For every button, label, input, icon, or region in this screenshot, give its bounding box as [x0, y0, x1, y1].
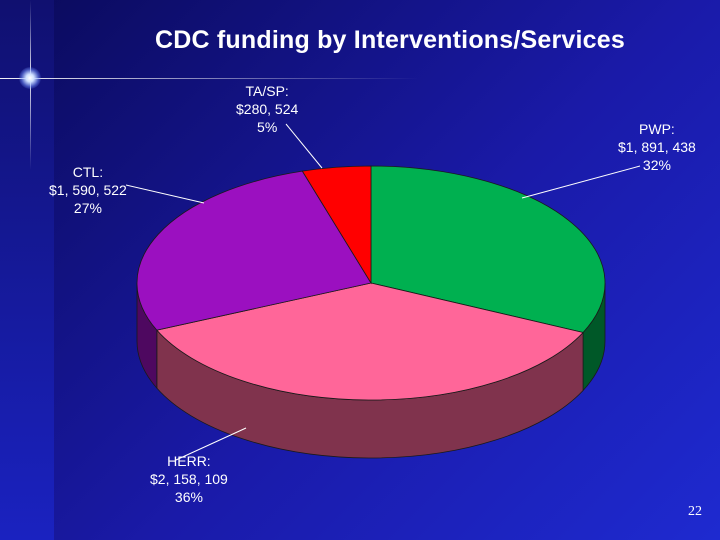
pie-slice-ctl	[136, 170, 372, 331]
star-icon	[19, 67, 41, 89]
label-herr: HERR: $2, 158, 109 36%	[150, 452, 228, 506]
label-pwp: PWP: $1, 891, 438 32%	[618, 120, 696, 174]
label-ctl: CTL: $1, 590, 522 27%	[49, 163, 127, 217]
pie-slice-pwp	[370, 165, 606, 333]
label-ctl-percent: 27%	[73, 200, 102, 216]
leader-line-pwp	[521, 165, 641, 199]
label-herr-name: HERR:	[167, 453, 211, 469]
label-herr-percent: 36%	[174, 489, 203, 505]
leader-line-herr	[175, 427, 247, 461]
label-pwp-name: PWP:	[639, 121, 675, 137]
label-pwp-value: $1, 891, 438	[618, 139, 696, 155]
label-tasp-value: $280, 524	[236, 101, 299, 117]
label-tasp-percent: 5%	[257, 119, 278, 135]
label-ctl-name: CTL:	[72, 164, 104, 180]
page-number: 22	[688, 504, 702, 519]
leader-line-tasp	[285, 123, 323, 169]
pie-slice-tasp	[301, 165, 372, 285]
background-horizontal-line	[0, 78, 420, 79]
chart-title: CDC funding by Interventions/Services	[155, 26, 625, 54]
label-tasp-name: TA/SP:	[245, 83, 289, 99]
label-pwp-percent: 32%	[642, 157, 671, 173]
label-herr-value: $2, 158, 109	[150, 471, 228, 487]
pie-slice-herr	[156, 282, 584, 401]
label-tasp: TA/SP: $280, 524 5%	[236, 82, 298, 136]
leader-line-ctl	[125, 184, 205, 204]
background-stripe	[0, 0, 54, 540]
label-ctl-value: $1, 590, 522	[49, 182, 127, 198]
